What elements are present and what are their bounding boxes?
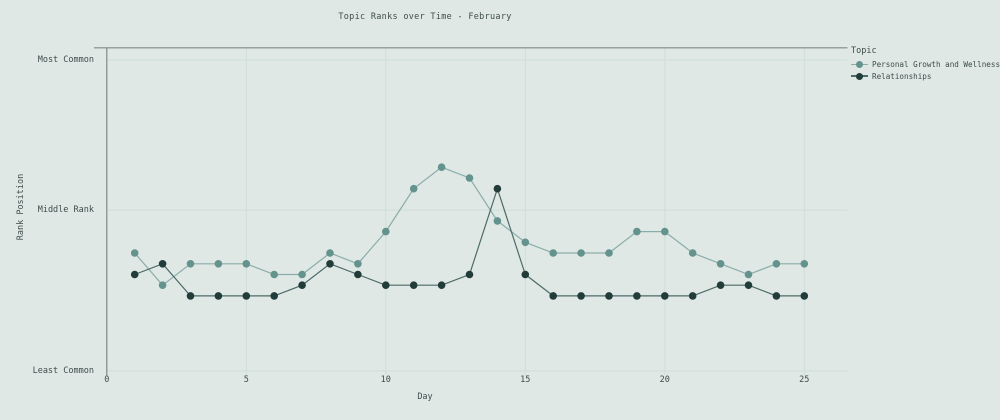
data-point [465, 270, 474, 279]
data-point [130, 270, 139, 279]
data-point [437, 281, 446, 290]
x-tick-label-15: 15 [520, 375, 531, 385]
x-tick-label-20: 20 [659, 375, 670, 385]
y-tick-label-middle-rank: Middle Rank [37, 205, 94, 216]
data-point [326, 260, 334, 268]
data-point [661, 292, 669, 300]
data-point [354, 260, 362, 268]
data-point [521, 238, 530, 247]
series-marker-icon [851, 72, 868, 80]
legend-item-personal-growth: Personal Growth and Wellness [851, 59, 1000, 71]
data-point [382, 227, 390, 236]
data-point [800, 260, 809, 268]
data-point [158, 281, 167, 290]
data-point [298, 270, 306, 279]
data-point [800, 292, 809, 300]
y-tick-label-least-common: Least Common [32, 366, 94, 376]
series-line-1 [134, 186, 805, 297]
data-point [270, 270, 279, 279]
data-point [549, 292, 557, 300]
data-point [409, 281, 418, 290]
series-line-0 [134, 166, 805, 287]
data-point [577, 292, 585, 300]
data-point [326, 249, 334, 257]
data-point [214, 260, 223, 268]
y-axis-label: Rank Position [16, 173, 26, 241]
legend-item-label: Personal Growth and Wellness [872, 60, 1000, 70]
legend-item-label: Relationships [872, 71, 932, 81]
data-point [493, 217, 502, 225]
data-point [521, 270, 530, 279]
data-point [298, 281, 306, 290]
data-point [270, 292, 279, 300]
data-point [744, 281, 753, 290]
data-point [716, 260, 725, 268]
data-point [633, 227, 641, 236]
x-tick-label-10: 10 [380, 375, 391, 385]
data-point [577, 249, 585, 257]
x-tick-label-0: 0 [104, 375, 110, 385]
data-point [633, 292, 641, 300]
data-point [605, 249, 613, 257]
data-point [214, 292, 223, 300]
data-point [186, 260, 195, 268]
data-point [744, 270, 753, 279]
x-axis-label: Day [417, 392, 433, 402]
data-point [772, 260, 781, 268]
data-point [242, 260, 251, 268]
data-point [354, 270, 362, 279]
data-point [549, 249, 557, 257]
x-tick-label-25: 25 [799, 375, 810, 385]
data-point [772, 292, 781, 300]
data-point [688, 292, 697, 300]
data-point [465, 174, 474, 182]
data-point [158, 260, 167, 268]
data-point [605, 292, 613, 300]
data-point [661, 227, 669, 236]
x-tick-label-5: 5 [243, 375, 249, 385]
legend-title: Topic [851, 46, 877, 56]
data-point [382, 281, 390, 290]
data-point [130, 249, 139, 257]
series-marker-icon [851, 61, 868, 69]
legend: Topic Personal Growth and Wellness Relat… [851, 46, 1000, 82]
chart-title: Topic Ranks over Time - February [338, 12, 512, 22]
legend-item-relationships: Relationships [851, 71, 1000, 83]
data-point [186, 292, 195, 300]
data-point [716, 281, 725, 290]
data-point [437, 163, 446, 171]
y-tick-label-most-common: Most Common [37, 55, 94, 65]
data-point [409, 184, 418, 193]
data-point [493, 184, 502, 193]
data-point [242, 292, 251, 300]
data-point [688, 249, 697, 257]
